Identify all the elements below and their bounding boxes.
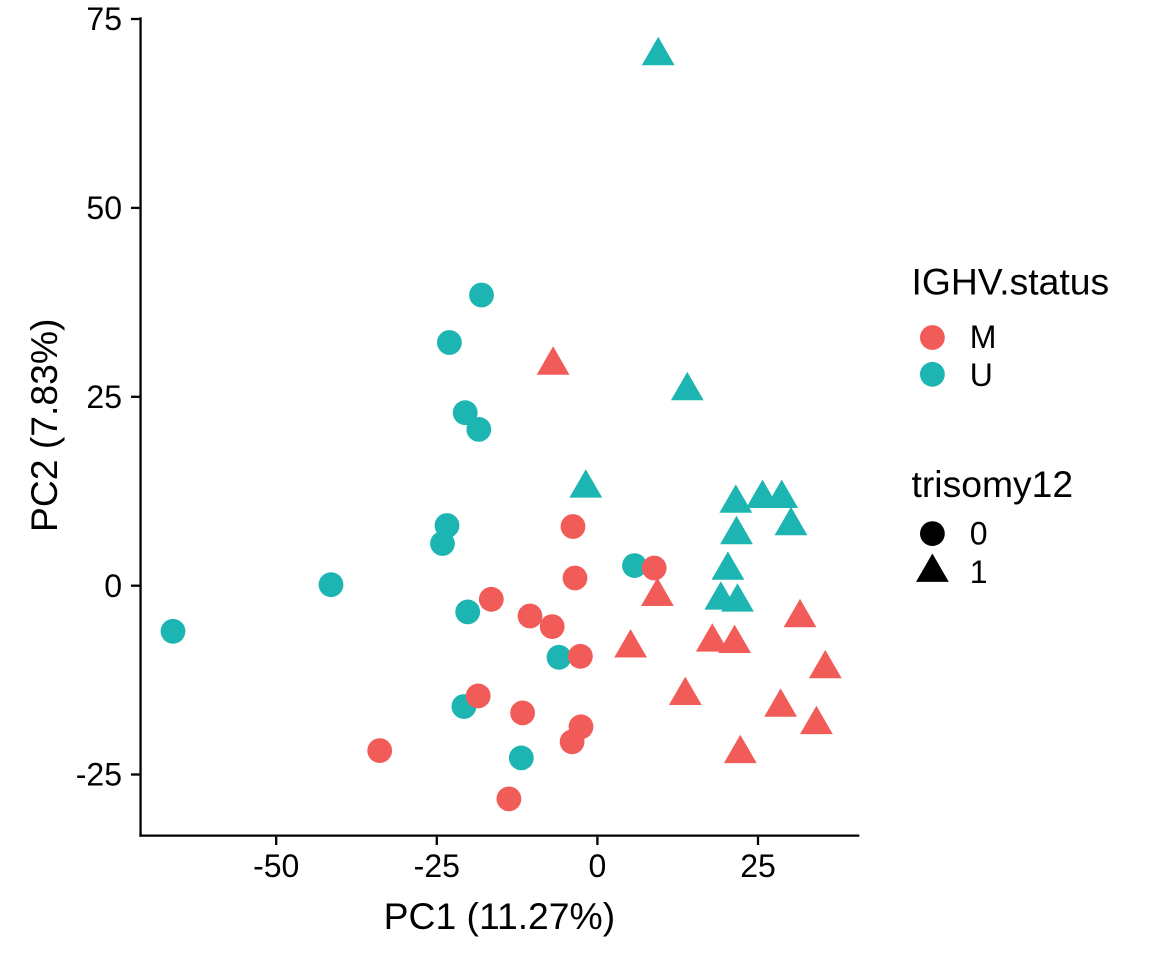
svg-text:PC2 (7.83%): PC2 (7.83%)	[23, 319, 65, 533]
svg-text:75: 75	[86, 1, 122, 37]
svg-text:U: U	[970, 357, 993, 393]
svg-text:IGHV.status: IGHV.status	[912, 260, 1110, 302]
svg-text:0: 0	[104, 568, 122, 604]
svg-text:50: 50	[86, 190, 122, 226]
svg-text:25: 25	[86, 379, 122, 415]
svg-text:-50: -50	[253, 848, 299, 884]
svg-text:-25: -25	[414, 848, 460, 884]
svg-text:0: 0	[589, 848, 607, 884]
svg-text:M: M	[970, 319, 997, 355]
svg-text:1: 1	[970, 554, 988, 590]
svg-text:0: 0	[970, 515, 988, 551]
svg-text:-25: -25	[76, 757, 122, 793]
svg-text:25: 25	[740, 848, 776, 884]
svg-text:PC1 (11.27%): PC1 (11.27%)	[384, 895, 616, 937]
svg-text:trisomy12: trisomy12	[912, 463, 1074, 505]
